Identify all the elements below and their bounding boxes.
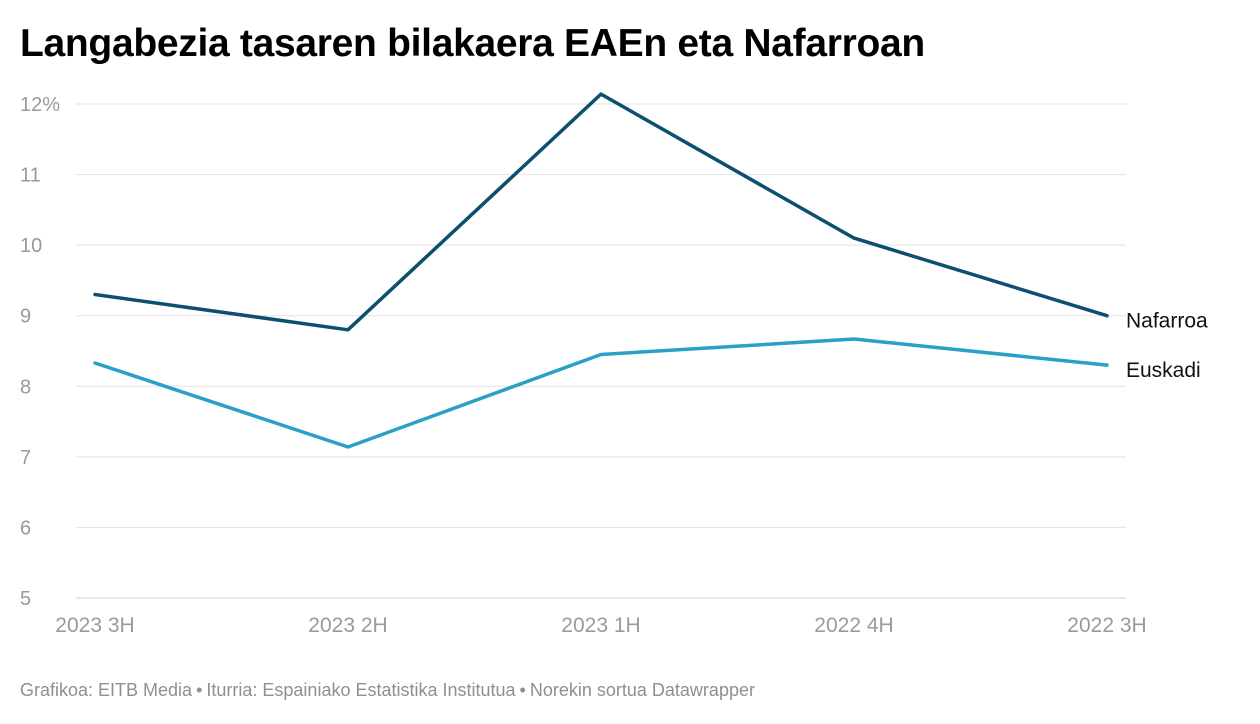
series-labels: Nafarroa Euskadi — [1126, 310, 1208, 382]
gridlines — [76, 103, 1126, 599]
credit-text: Grafikoa: EITB Media — [20, 680, 193, 700]
y-axis-ticks: 5 6 7 8 9 10 11 12% — [20, 94, 60, 610]
chart-footer: Grafikoa: EITB Media • Iturria: Espainiako… — [20, 680, 755, 701]
source-text: Iturria: Espainiako Estatistika Institut… — [206, 680, 516, 700]
y-tick-label: 12% — [20, 94, 60, 116]
y-tick-label: 11 — [20, 165, 41, 187]
y-tick-label: 7 — [20, 447, 31, 469]
x-axis-ticks: 2023 3H 2023 2H 2023 1H 2022 4H 2022 3H — [55, 614, 1146, 637]
x-tick-label: 2022 3H — [1067, 614, 1146, 637]
x-tick-label: 2022 4H — [814, 614, 893, 637]
x-tick-label: 2023 2H — [308, 614, 387, 637]
y-tick-label: 10 — [20, 235, 42, 257]
x-tick-label: 2023 1H — [561, 614, 640, 637]
y-tick-label: 9 — [20, 306, 31, 328]
y-tick-label: 8 — [20, 376, 31, 398]
footer-separator: • — [196, 680, 203, 700]
x-tick-label: 2023 3H — [55, 614, 134, 637]
series-label-nafarroa: Nafarroa — [1126, 310, 1208, 333]
series-line-euskadi — [93, 337, 1109, 449]
tool-credit-link[interactable]: Norekin sortua Datawrapper — [529, 680, 755, 700]
page-title: Langabezia tasaren bilakaera EAEn eta Na… — [20, 22, 925, 65]
series-lines — [93, 92, 1109, 449]
footer-separator: • — [519, 680, 526, 700]
series-label-euskadi: Euskadi — [1126, 359, 1201, 382]
y-tick-label: 5 — [20, 588, 31, 610]
y-tick-label: 6 — [20, 517, 31, 539]
series-line-nafarroa — [93, 92, 1109, 332]
